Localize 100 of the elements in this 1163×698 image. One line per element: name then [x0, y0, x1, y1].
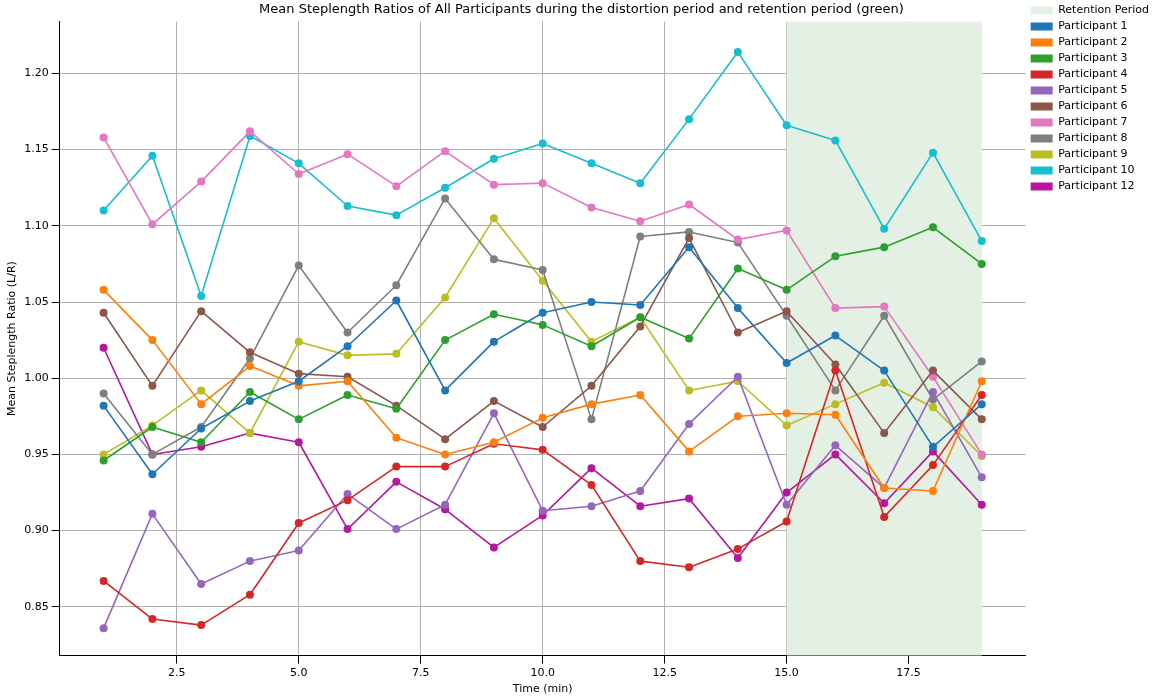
- point: [977, 500, 986, 509]
- point: [782, 500, 791, 509]
- point: [733, 48, 742, 57]
- point: [636, 179, 645, 188]
- point: [441, 147, 450, 156]
- point: [538, 506, 547, 515]
- point: [538, 413, 547, 422]
- point: [441, 336, 450, 345]
- point: [733, 412, 742, 421]
- point: [880, 512, 889, 521]
- point: [928, 148, 937, 157]
- legend-label: Participant 6: [1058, 99, 1128, 113]
- y-tick-label: 1.05: [24, 294, 49, 308]
- legend-label: Participant 9: [1058, 147, 1128, 161]
- point: [636, 557, 645, 566]
- point: [782, 307, 791, 316]
- point: [831, 366, 840, 375]
- point: [928, 403, 937, 412]
- point: [782, 421, 791, 430]
- point: [685, 447, 694, 456]
- point: [197, 438, 206, 447]
- point: [831, 252, 840, 261]
- point: [685, 419, 694, 428]
- legend-label: Retention Period: [1058, 3, 1150, 17]
- x-tick-label: 12.5: [652, 666, 677, 680]
- point: [148, 220, 157, 229]
- x-tick-label: 2.5: [168, 666, 186, 680]
- point: [245, 348, 254, 357]
- point: [685, 563, 694, 572]
- point: [392, 211, 401, 220]
- point: [977, 473, 986, 482]
- y-tick-label: 1.20: [24, 66, 49, 80]
- point: [245, 397, 254, 406]
- point: [685, 234, 694, 243]
- point: [99, 343, 108, 352]
- point: [441, 435, 450, 444]
- point: [245, 362, 254, 371]
- point: [294, 261, 303, 270]
- point: [733, 554, 742, 563]
- point: [782, 285, 791, 294]
- x-tick-label: 17.5: [896, 666, 921, 680]
- point: [99, 456, 108, 465]
- point: [636, 390, 645, 399]
- point: [441, 450, 450, 459]
- point: [782, 409, 791, 418]
- point: [831, 136, 840, 145]
- point: [928, 461, 937, 470]
- point: [294, 415, 303, 424]
- legend-label: Participant 12: [1058, 179, 1135, 193]
- point: [294, 337, 303, 346]
- y-tick-label: 1.00: [24, 371, 49, 385]
- point: [831, 410, 840, 419]
- point: [99, 206, 108, 215]
- point: [392, 281, 401, 290]
- point: [636, 487, 645, 495]
- point: [636, 502, 645, 511]
- point: [685, 200, 694, 209]
- point: [782, 358, 791, 367]
- legend-label: Participant 3: [1058, 51, 1128, 65]
- legend-label: Participant 7: [1058, 115, 1128, 129]
- point: [197, 386, 206, 395]
- point: [977, 377, 986, 386]
- point: [294, 546, 303, 555]
- point: [685, 494, 694, 503]
- point: [831, 400, 840, 409]
- point: [880, 224, 889, 233]
- point: [489, 397, 498, 406]
- point: [782, 121, 791, 130]
- point: [392, 182, 401, 191]
- point: [587, 203, 596, 212]
- x-tick-label: 15.0: [774, 666, 799, 680]
- point: [685, 334, 694, 343]
- point: [685, 243, 694, 252]
- point: [489, 180, 498, 189]
- point: [99, 285, 108, 294]
- point: [441, 183, 450, 192]
- point: [197, 400, 206, 409]
- point: [294, 438, 303, 447]
- point: [343, 390, 352, 399]
- point: [489, 214, 498, 223]
- point: [294, 519, 303, 528]
- point: [733, 304, 742, 313]
- point: [489, 310, 498, 319]
- point: [538, 445, 547, 454]
- point: [880, 302, 889, 311]
- point: [880, 311, 889, 320]
- point: [294, 170, 303, 178]
- point: [148, 151, 157, 160]
- y-tick-label: 0.85: [24, 599, 49, 613]
- y-axis-title: Mean Steplength Ratio (L/R): [5, 261, 19, 417]
- point: [587, 415, 596, 424]
- point: [636, 301, 645, 310]
- x-tick-label: 7.5: [411, 666, 430, 680]
- point: [343, 328, 352, 337]
- x-tick-label: 5.0: [290, 666, 308, 680]
- point: [99, 576, 108, 585]
- y-tick-label: 1.15: [24, 142, 49, 156]
- point: [197, 579, 206, 588]
- point: [928, 487, 937, 495]
- point: [685, 115, 694, 124]
